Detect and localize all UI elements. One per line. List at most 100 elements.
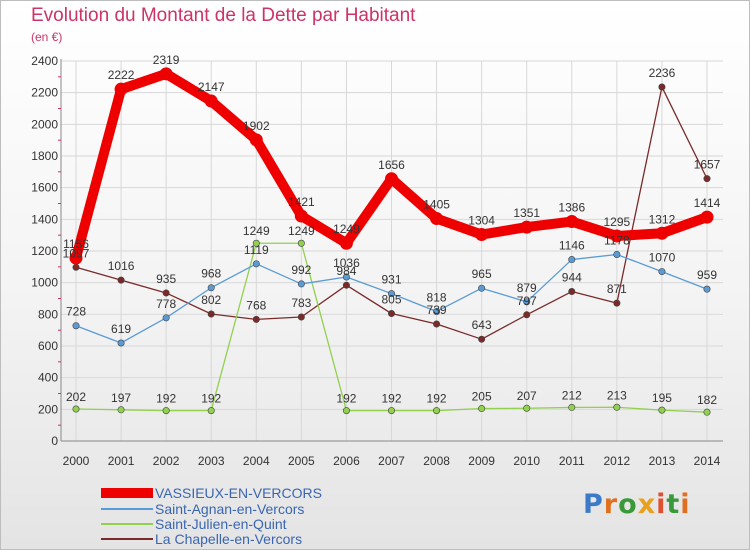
data-label: 959 <box>697 268 717 282</box>
y-tick-label: 1400 <box>31 212 58 226</box>
proxiti-logo: Proxiti <box>583 489 691 520</box>
logo-letter: r <box>603 489 619 520</box>
data-label: 783 <box>291 296 311 310</box>
data-point <box>297 313 305 321</box>
data-point <box>613 250 621 258</box>
data-label: 984 <box>336 264 356 278</box>
data-point <box>655 226 669 240</box>
x-tick-label: 2002 <box>153 454 180 468</box>
legend-label-saint-agnan: Saint-Agnan-en-Vercors <box>155 501 305 517</box>
data-label: 935 <box>156 272 176 286</box>
legend-swatch-saint-julien <box>101 523 153 525</box>
y-tick-label: 1200 <box>31 244 58 258</box>
x-tick-label: 2009 <box>468 454 495 468</box>
data-label: 992 <box>291 263 311 277</box>
data-point <box>342 281 350 289</box>
data-point <box>207 310 215 318</box>
data-label: 1312 <box>649 212 676 226</box>
data-label: 1119 <box>244 243 269 257</box>
data-point <box>117 276 125 284</box>
data-label: 871 <box>607 282 627 296</box>
x-tick-label: 2012 <box>604 454 631 468</box>
data-label: 1156 <box>63 237 89 251</box>
data-label: 1656 <box>378 158 405 172</box>
y-tick-label: 2000 <box>31 117 58 131</box>
data-point <box>207 407 215 415</box>
data-point <box>610 229 624 243</box>
logo-letter: x <box>637 489 657 520</box>
data-point <box>297 239 305 247</box>
data-point <box>162 289 170 297</box>
x-tick-label: 2005 <box>288 454 315 468</box>
data-point <box>523 298 531 306</box>
data-label: 192 <box>336 392 356 406</box>
data-point <box>387 290 395 298</box>
data-point <box>568 256 576 264</box>
data-point <box>703 408 711 416</box>
data-label: 1414 <box>694 196 721 210</box>
chart-title: Evolution du Montant de la Dette par Hab… <box>31 5 416 26</box>
data-label: 182 <box>697 393 717 407</box>
data-point <box>658 268 666 276</box>
data-point <box>387 310 395 318</box>
data-point <box>433 407 441 415</box>
logo-letter: i <box>680 489 691 520</box>
data-label: 192 <box>381 392 401 406</box>
data-point <box>613 403 621 411</box>
x-tick-label: 2010 <box>513 454 540 468</box>
y-tick-label: 800 <box>38 307 58 321</box>
logo-letter: t <box>666 489 681 520</box>
data-label: 1249 <box>333 222 360 236</box>
data-point <box>430 212 444 226</box>
data-point <box>478 335 486 343</box>
x-tick-label: 2004 <box>243 454 270 468</box>
data-point <box>700 210 714 224</box>
legend-label-la-chapelle: La Chapelle-en-Vercors <box>155 531 303 547</box>
data-label: 195 <box>652 391 672 405</box>
data-point <box>523 311 531 319</box>
x-tick-label: 2006 <box>333 454 360 468</box>
data-point <box>252 260 260 268</box>
data-label: 207 <box>517 389 537 403</box>
data-label: 1178 <box>604 233 630 247</box>
data-point <box>385 172 398 186</box>
data-label: 931 <box>381 273 401 287</box>
legend-label-saint-julien: Saint-Julien-en-Quint <box>155 516 287 532</box>
data-point <box>613 299 621 307</box>
data-label: 1351 <box>513 206 540 220</box>
legend-swatch-saint-agnan <box>101 508 153 510</box>
data-point <box>433 320 441 328</box>
data-point <box>568 403 576 411</box>
data-label: 797 <box>517 294 537 308</box>
data-label: 965 <box>472 267 492 281</box>
logo-letter: i <box>656 489 667 520</box>
data-point <box>433 307 441 315</box>
data-label: 202 <box>66 390 86 404</box>
data-label: 2147 <box>198 80 225 94</box>
x-tick-label: 2013 <box>649 454 676 468</box>
data-label: 1036 <box>333 256 360 270</box>
data-label: 2319 <box>153 53 180 67</box>
x-tick-label: 2000 <box>63 454 90 468</box>
data-point <box>520 220 534 234</box>
data-label: 192 <box>427 392 447 406</box>
data-point <box>162 314 170 322</box>
data-label: 739 <box>427 303 447 317</box>
data-point <box>703 175 711 183</box>
y-tick-label: 200 <box>38 402 58 416</box>
data-label: 1386 <box>558 201 585 215</box>
data-label: 728 <box>66 305 86 319</box>
data-label: 197 <box>111 391 131 405</box>
data-label: 944 <box>562 271 582 285</box>
legend-swatch-vassieux <box>101 488 153 498</box>
legend-label-vassieux: VASSIEUX-EN-VERCORS <box>155 485 322 501</box>
data-point <box>703 285 711 293</box>
data-label: 1657 <box>694 158 721 172</box>
data-label: 619 <box>111 322 131 336</box>
data-label: 968 <box>201 267 221 281</box>
data-label: 213 <box>607 388 627 402</box>
data-point <box>342 273 350 281</box>
data-label: 1146 <box>559 239 585 253</box>
data-point <box>523 404 531 412</box>
